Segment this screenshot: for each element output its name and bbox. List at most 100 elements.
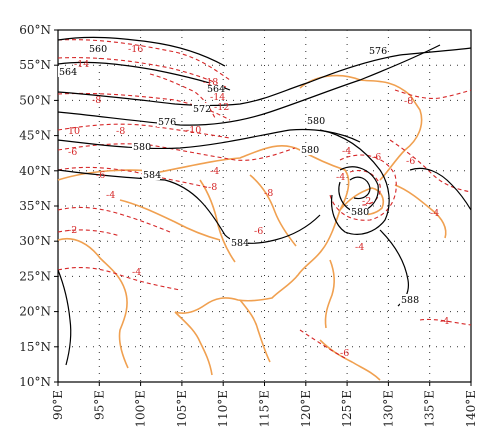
- temp-label: -8: [208, 182, 217, 193]
- geo-contour-east: [409, 167, 472, 211]
- temp-label: -8: [92, 95, 101, 106]
- geo-contour-572: [57, 47, 472, 107]
- temp-labels: -16 -14 -18 -14 -12 -10 -8 -6 -8 -4 -6 -…: [68, 44, 449, 359]
- geo-label: 576: [369, 46, 387, 57]
- temp-label: -2: [362, 196, 371, 207]
- temp-contour-16: [57, 39, 231, 81]
- temp-label: -6: [68, 147, 77, 158]
- lat-tick-label: 15°N: [19, 340, 51, 354]
- temp-label: -4: [355, 242, 364, 253]
- lat-tick-label: 25°N: [19, 269, 51, 283]
- temp-label: -6: [406, 156, 415, 167]
- coast-japan: [394, 184, 447, 239]
- temp-label: -6: [254, 226, 263, 237]
- temp-label: -4: [106, 190, 115, 201]
- border-inner-3: [249, 174, 297, 247]
- lon-tick-label: 115°E: [258, 390, 272, 428]
- temp-contour-ne-8: [394, 89, 472, 99]
- lon-tick-label: 140°E: [464, 390, 478, 428]
- lon-tick-label: 110°E: [216, 390, 230, 428]
- border-inner-2: [199, 179, 236, 263]
- temp-contour-4: [57, 206, 171, 233]
- geo-contour-inner-2: [349, 176, 371, 200]
- coast-vietnam: [239, 299, 271, 363]
- geo-label: 560: [89, 44, 107, 55]
- geo-label: 580: [301, 145, 319, 156]
- geo-contour-inner-1: [338, 166, 379, 213]
- coast-southwest: [57, 238, 129, 369]
- geo-label: 564: [207, 84, 225, 95]
- temp-label: -6: [372, 152, 381, 163]
- temp-label: -4: [342, 146, 351, 157]
- geo-label: 580: [133, 142, 151, 153]
- axis-ticks: [54, 29, 472, 386]
- temp-label: -10: [186, 125, 201, 136]
- temp-contour-10: [57, 123, 231, 139]
- border-inner-1: [119, 199, 221, 241]
- temp-contour-6: [57, 166, 211, 189]
- lat-tick-label: 10°N: [19, 375, 51, 389]
- temp-label: -4: [210, 166, 219, 177]
- lon-tick-label: 120°E: [299, 390, 313, 428]
- temp-label: 10: [68, 126, 80, 137]
- geo-label: 564: [59, 67, 77, 78]
- temp-label: -14: [74, 59, 89, 70]
- temp-contour-low-4: [329, 154, 397, 221]
- latitude-axis: 60°N 55°N 50°N 45°N 40°N 35°N 30°N 25°N 20°N 15°N…: [19, 23, 51, 389]
- coastlines: [57, 74, 447, 381]
- longitude-axis: 90°E 95°E 100°E 105°E 110°E 115°E 120°E 125°E 13…: [51, 390, 478, 428]
- coast-korea: [339, 187, 385, 216]
- geo-labels: 560 564 564 572 576 576 580 580 580 584 …: [58, 43, 419, 306]
- temp-contour-12: [57, 92, 231, 121]
- lon-tick-label: 135°E: [423, 390, 437, 428]
- lat-tick-label: 60°N: [19, 23, 51, 37]
- temp-contour-se-4: [419, 318, 472, 326]
- lon-tick-label: 90°E: [51, 390, 65, 420]
- temp-contour-low-2: [349, 169, 381, 206]
- lon-tick-label: 95°E: [92, 390, 106, 420]
- temp-contour-ne-6: [389, 139, 472, 193]
- coast-china: [57, 145, 350, 314]
- temp-label: -4: [430, 208, 439, 219]
- lat-tick-label: 40°N: [19, 164, 51, 178]
- temp-label: -18: [203, 77, 218, 88]
- temp-contour-2: [57, 229, 121, 237]
- temp-label: -6: [340, 348, 349, 359]
- temp-label: -8: [116, 126, 125, 137]
- lat-tick-label: 45°N: [19, 129, 51, 143]
- lon-tick-label: 105°E: [175, 390, 189, 428]
- temp-label: -8: [404, 96, 413, 107]
- geo-contour-580-ring: [319, 129, 390, 235]
- temp-label: -12: [214, 102, 229, 113]
- lon-tick-label: 125°E: [340, 390, 354, 428]
- coast-taiwan-philippines: [324, 259, 335, 329]
- geo-label: 580: [307, 116, 325, 127]
- geo-label: 572: [193, 104, 211, 115]
- geo-label: 576: [158, 117, 176, 128]
- geo-contour-584: [57, 169, 321, 244]
- temp-contour-14: [57, 57, 229, 89]
- lat-tick-label: 30°N: [19, 234, 51, 248]
- temp-label: -6: [96, 170, 105, 181]
- geo-label: 588: [401, 295, 419, 306]
- geo-contour-west: [57, 269, 72, 366]
- geo-contour-576: [57, 44, 441, 126]
- geo-label: 580: [351, 207, 369, 218]
- temp-label: -14: [210, 92, 225, 103]
- temp-label: -4: [336, 172, 345, 183]
- lat-tick-label: 55°N: [19, 58, 51, 72]
- temp-label: -4: [132, 267, 141, 278]
- temp-contour-18: [149, 73, 216, 119]
- lat-tick-label: 20°N: [19, 305, 51, 319]
- temp-label: -16: [128, 44, 143, 55]
- temp-contour-south-4: [57, 266, 181, 291]
- temp-label: -4: [440, 316, 449, 327]
- coast-philippines: [319, 339, 381, 381]
- temp-label: -8: [264, 188, 273, 199]
- geo-label: 584: [143, 170, 161, 181]
- lon-tick-label: 130°E: [381, 390, 395, 428]
- geo-contour-560: [57, 36, 226, 67]
- geo-contour-564: [57, 61, 231, 91]
- lon-tick-label: 100°E: [134, 390, 148, 428]
